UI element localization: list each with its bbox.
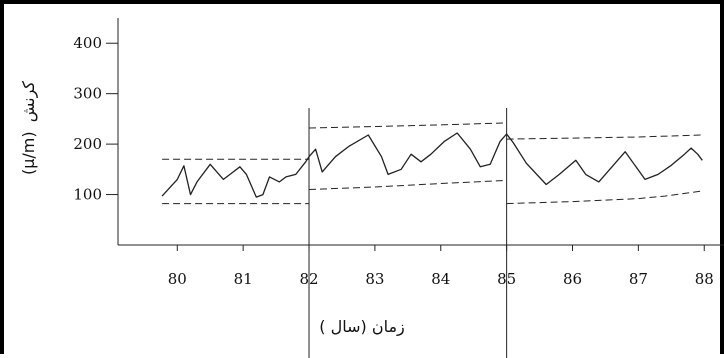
y-axis-title: (μ/m) کرنش (19, 81, 39, 175)
y-tick-label-100: 100 (73, 186, 102, 204)
axes (117, 18, 724, 246)
x-axis-title: زمان (سال ) (319, 317, 404, 337)
y-tick-label-400: 400 (73, 34, 102, 52)
x-tick-label-80: 80 (168, 270, 187, 288)
x-tick-label-83: 83 (365, 270, 384, 288)
x-tick-label-86: 86 (563, 270, 582, 288)
x-ticks: 80 81 82 83 84 85 86 87 88 (168, 245, 714, 288)
y-axis-unit: (μ/m) (19, 131, 38, 175)
x-tick-label-81: 81 (234, 270, 253, 288)
x-tick-label-88: 88 (695, 270, 714, 288)
envelope-line-4 (308, 179, 507, 190)
y-tick-label-300: 300 (73, 85, 102, 103)
envelope-line-5 (506, 134, 703, 140)
x-tick-label-85: 85 (497, 270, 516, 288)
envelope-line-3 (308, 122, 507, 129)
x-tick-label-82: 82 (299, 270, 318, 288)
strain-line (161, 132, 703, 198)
y-ticks: 100 200 300 400 (73, 34, 118, 204)
y-tick-label-200: 200 (73, 135, 102, 153)
envelope-line-6 (506, 190, 703, 205)
series-layer (161, 122, 703, 205)
y-axis-word: کرنش (19, 81, 39, 123)
period-divider-lines (308, 108, 508, 358)
x-tick-label-87: 87 (629, 270, 648, 288)
x-tick-label-84: 84 (431, 270, 450, 288)
